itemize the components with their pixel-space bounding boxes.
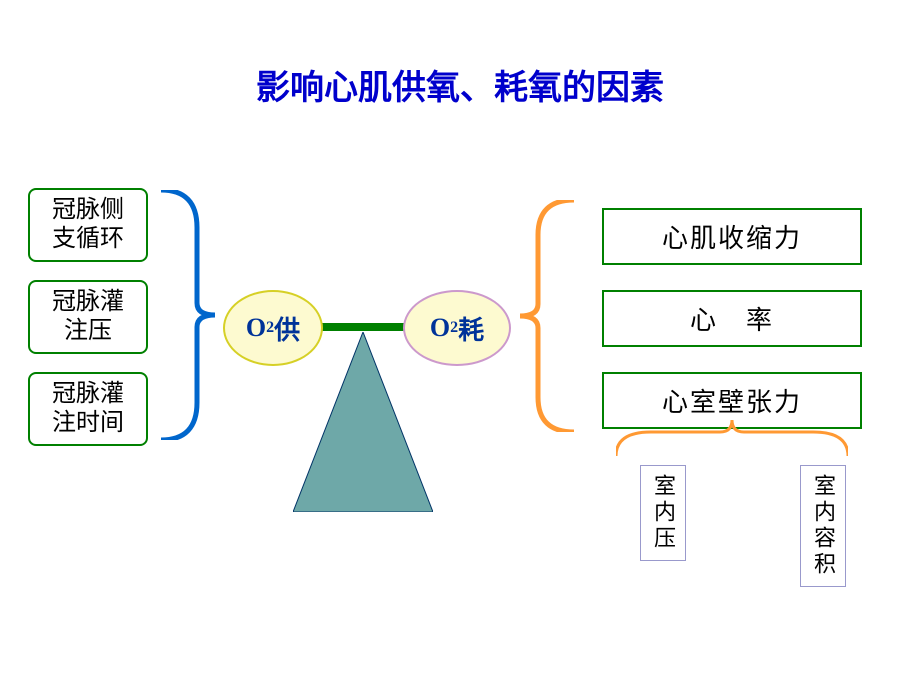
left-box-0: 冠脉侧 支循环 bbox=[28, 188, 148, 262]
right-box-0: 心肌收缩力 bbox=[602, 208, 862, 265]
oval-o2-consume: O2 耗 bbox=[403, 290, 511, 366]
fulcrum-triangle bbox=[293, 332, 433, 512]
left-box-2: 冠脉灌 注时间 bbox=[28, 372, 148, 446]
left-brace bbox=[155, 190, 215, 440]
left-box-1: 冠脉灌 注压 bbox=[28, 280, 148, 354]
sub-box-1: 室内容积 bbox=[800, 465, 846, 587]
page-title: 影响心肌供氧、耗氧的因素 bbox=[0, 60, 920, 109]
oval-o2-supply: O2供 bbox=[223, 290, 323, 366]
right-box-1: 心 率 bbox=[602, 290, 862, 347]
balance-bar bbox=[312, 323, 412, 331]
sub-brace bbox=[616, 420, 848, 460]
sub-box-0: 室内压 bbox=[640, 465, 686, 561]
right-brace bbox=[520, 200, 580, 432]
